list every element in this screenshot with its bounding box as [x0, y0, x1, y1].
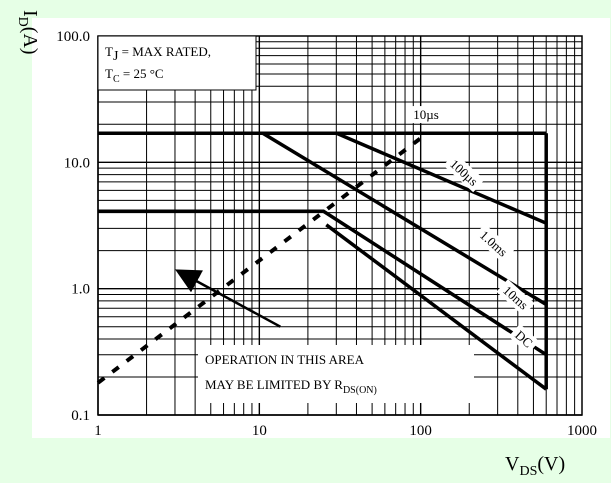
series-line — [98, 209, 548, 357]
y-tick-label: 1.0 — [71, 282, 90, 298]
series-label-bg — [409, 106, 443, 124]
series-line — [335, 131, 547, 225]
series-label-bg — [443, 152, 485, 193]
y-tick-label: 10.0 — [64, 155, 90, 171]
rds-on-limit-line — [96, 131, 429, 385]
x-tick-label: 1 — [94, 423, 102, 439]
tick-labels: 1 10 100 1000 0.1 1.0 10.0 100.0 — [56, 29, 597, 439]
series-label-bg — [473, 223, 515, 263]
y-tick-label: 100.0 — [56, 29, 90, 45]
plot-frame — [97, 35, 583, 416]
y-tick-label: 0.1 — [71, 408, 90, 424]
y-axis-title: ID(A) — [15, 10, 41, 55]
annotation-line-1: OPERATION IN THIS AREA — [205, 352, 365, 367]
annotation-box — [198, 345, 474, 403]
conditions-line-1: TJ = MAX RATED, — [105, 44, 211, 64]
conditions-box — [97, 35, 257, 91]
series-label-bg — [508, 323, 540, 354]
x-axis-title: VDS(V) — [505, 453, 565, 479]
annotation-line-2: MAY BE LIMITED BY RDS(ON) — [205, 377, 377, 396]
annotation-arrow — [175, 269, 281, 328]
series-label: 10µs — [413, 107, 439, 122]
series-line — [261, 131, 548, 306]
x-tick-label: 10 — [252, 423, 267, 439]
series-label-bg — [496, 279, 535, 316]
conditions-line-2: TC = 25 °C — [105, 66, 164, 85]
series-line — [325, 223, 548, 391]
x-tick-label: 1000 — [567, 423, 597, 439]
x-tick-label: 100 — [409, 423, 432, 439]
